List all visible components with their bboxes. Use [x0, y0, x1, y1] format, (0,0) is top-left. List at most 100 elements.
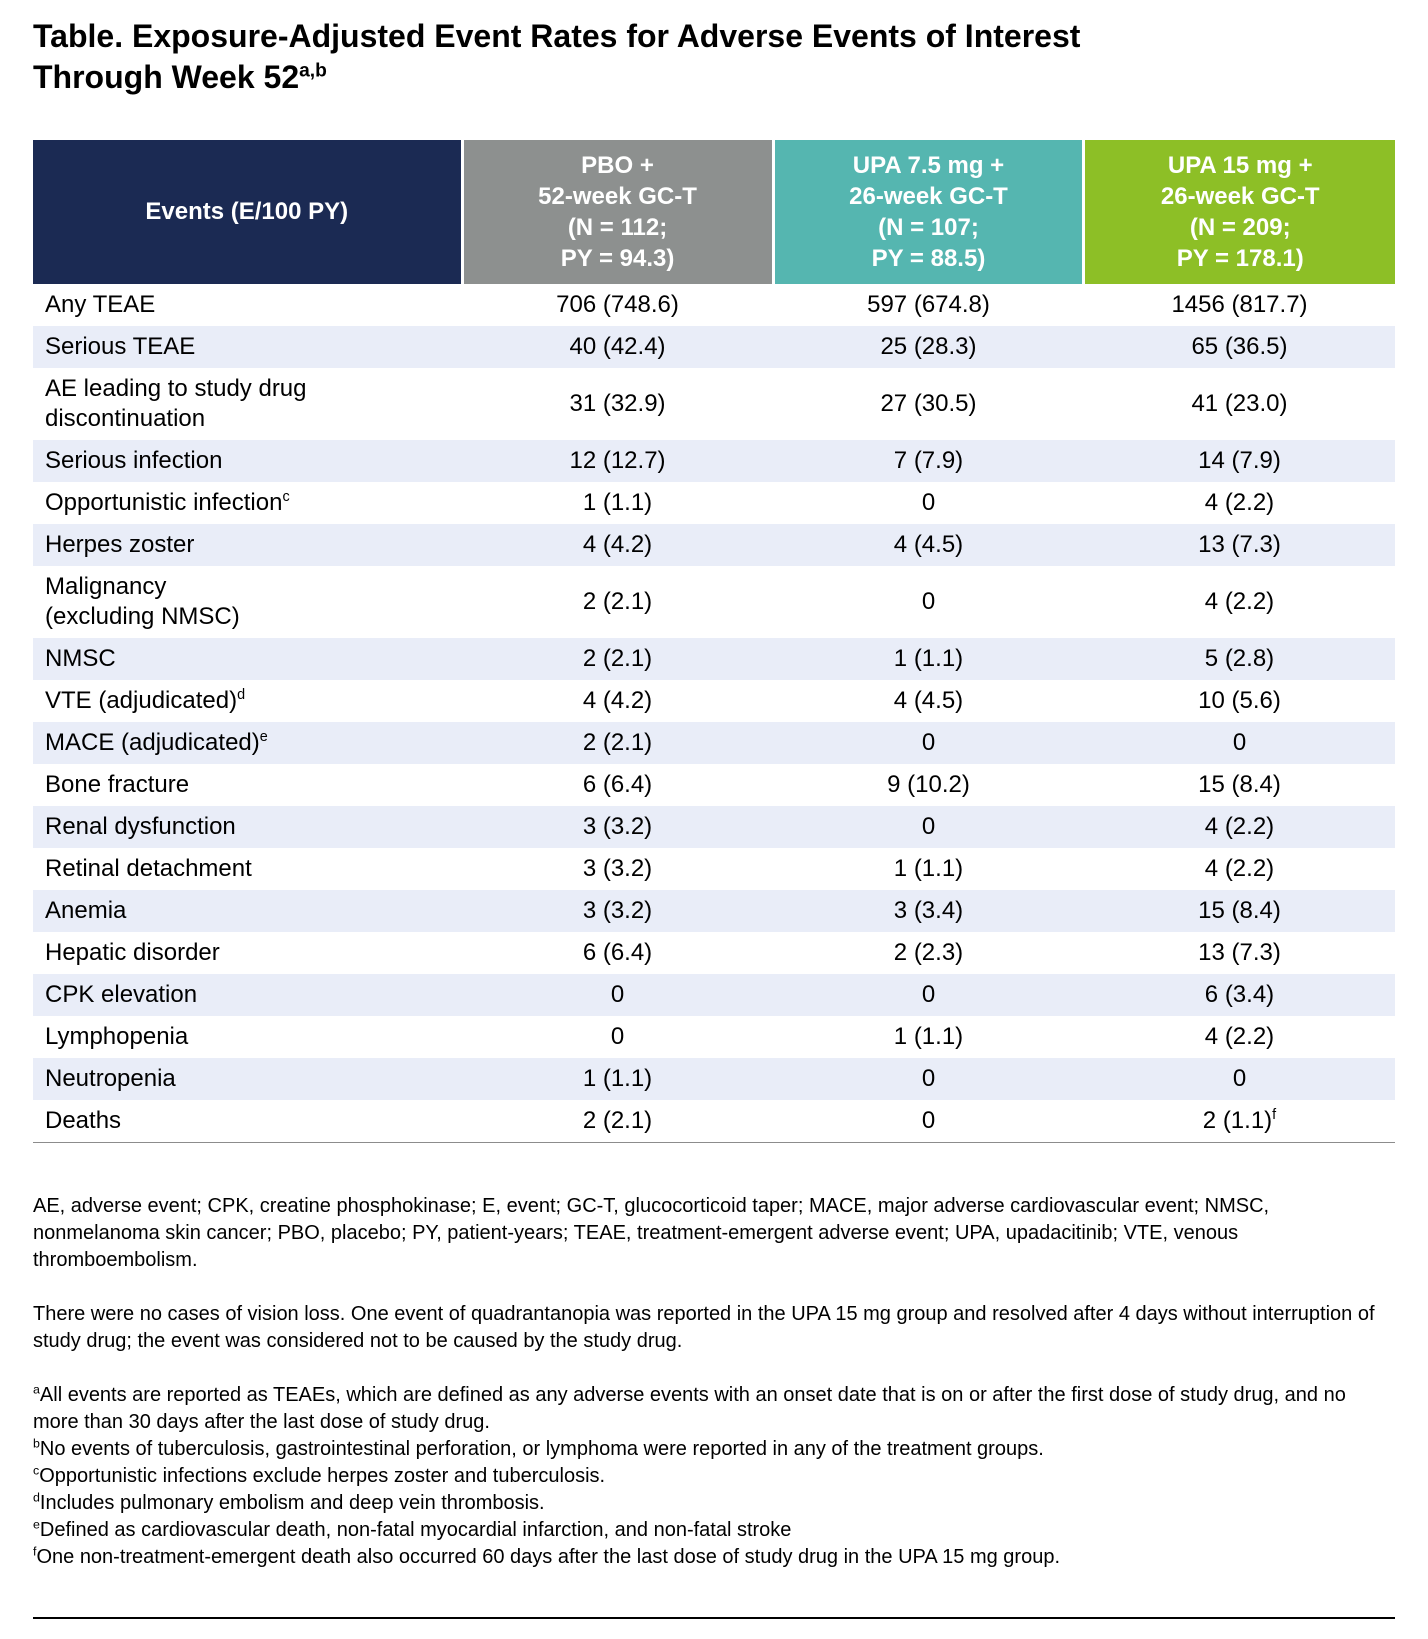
- column-header-upa-7-5mg: UPA 7.5 mg + 26-week GC-T (N = 107; PY =…: [771, 139, 1084, 284]
- event-name-cell: Opportunistic infectionc: [45, 488, 290, 516]
- table-row: VTE (adjudicated)d 4 (4.2) 4 (4.5) 10 (5.6): [33, 680, 1395, 722]
- event-value-cell: 6 (6.4): [582, 770, 653, 798]
- table-row: Opportunistic infectionc 1 (1.1) 0 4 (2.2): [33, 482, 1395, 524]
- event-value-cell: 12 (12.7): [569, 446, 666, 474]
- table-row: Malignancy (excluding NMSC) 2 (2.1) 0 4 (2.…: [33, 566, 1395, 638]
- footnote: bNo events of tuberculosis, gastrointest…: [33, 1436, 1044, 1460]
- footnote-marker: b: [33, 1436, 40, 1451]
- footnote: eDefined as cardiovascular death, non-fa…: [33, 1517, 792, 1541]
- event-name-cell: CPK elevation: [45, 980, 198, 1008]
- event-value-cell: 2 (2.3): [893, 938, 964, 966]
- event-value-cell: 0: [921, 587, 936, 615]
- event-name-cell: VTE (adjudicated)d: [45, 686, 246, 714]
- event-footnote-marker: d: [237, 686, 246, 703]
- event-value-cell: 4 (4.5): [893, 530, 964, 558]
- table-row: Serious infection 12 (12.7) 7 (7.9) 14 (7.9…: [33, 439, 1395, 482]
- column-header-events: Events (E/100 PY): [33, 139, 463, 284]
- event-value-cell: 1 (1.1): [893, 644, 964, 672]
- footnote: fOne non-treatment-emergent death also o…: [33, 1544, 1061, 1568]
- event-name-cell: AE leading to study drug discontinuation: [45, 374, 307, 432]
- event-value-cell: 4 (2.2): [1204, 488, 1275, 516]
- header-row: Events (E/100 PY) PBO + 52-week GC-T (N …: [33, 139, 1395, 284]
- table-title: Table. Exposure-Adjusted Event Rates for…: [33, 16, 1395, 98]
- event-value-cell: 0: [921, 1064, 936, 1092]
- column-header-upa-15mg: UPA 15 mg + 26-week GC-T (N = 209; PY = …: [1082, 139, 1395, 284]
- table-row: Bone fracture 6 (6.4) 9 (10.2) 15 (8.4): [33, 764, 1395, 806]
- event-value-cell: 27 (30.5): [880, 389, 977, 417]
- event-value-cell: 2 (2.1): [582, 587, 653, 615]
- event-name-cell: Retinal detachment: [45, 854, 252, 882]
- event-value-cell: 41 (23.0): [1191, 389, 1288, 417]
- event-value-cell: 3 (3.2): [582, 812, 653, 840]
- column-header-pbo: PBO + 52-week GC-T (N = 112; PY = 94.3): [460, 139, 773, 284]
- event-value-cell: 10 (5.6): [1198, 686, 1281, 714]
- event-name-cell: Renal dysfunction: [45, 812, 236, 840]
- event-name-cell: Serious TEAE: [45, 332, 196, 360]
- event-value-cell: 3 (3.4): [893, 896, 964, 924]
- event-name-cell: Bone fracture: [45, 770, 190, 798]
- title-superscript: a,b: [299, 60, 327, 82]
- event-value-cell: 7 (7.9): [893, 446, 964, 474]
- event-value-cell: 1 (1.1): [893, 1022, 964, 1050]
- event-value-cell: 31 (32.9): [569, 389, 666, 417]
- event-value-cell: 4 (4.2): [582, 686, 653, 714]
- event-value-cell: 0: [921, 728, 936, 756]
- abbreviations-note: AE, adverse event; CPK, creatine phospho…: [33, 1194, 1270, 1271]
- event-name-cell: Neutropenia: [45, 1064, 176, 1092]
- event-value-cell: 14 (7.9): [1198, 446, 1281, 474]
- event-value-cell: 9 (10.2): [887, 770, 970, 798]
- event-value-cell: 0: [1232, 1064, 1247, 1092]
- footnote-marker: e: [33, 1517, 40, 1532]
- event-name-cell: MACE (adjudicated)e: [45, 728, 268, 756]
- event-name-cell: Deaths: [33, 1099, 463, 1143]
- event-value-cell: 40 (42.4): [569, 332, 666, 360]
- event-value-cell: 4 (2.2): [1204, 812, 1275, 840]
- event-value-cell: 3 (3.2): [582, 854, 653, 882]
- event-value-cell: 3 (3.2): [582, 896, 653, 924]
- event-value-cell: 0: [1232, 728, 1247, 756]
- notes-section: AE, adverse event; CPK, creatine phospho…: [33, 1193, 1395, 1571]
- table-row: Hepatic disorder 6 (6.4) 2 (2.3) 13 (7.3): [33, 932, 1395, 974]
- table-row: Neutropenia 1 (1.1) 0 0: [33, 1057, 1395, 1100]
- event-value-cell: 4 (4.5): [893, 686, 964, 714]
- event-name-cell: Malignancy (excluding NMSC): [45, 572, 240, 630]
- event-value-cell: 15 (8.4): [1198, 896, 1281, 924]
- table-row: Renal dysfunction 3 (3.2) 0 4 (2.2): [33, 805, 1395, 848]
- event-name-cell: Hepatic disorder: [45, 938, 220, 966]
- table-row: Herpes zoster 4 (4.2) 4 (4.5) 13 (7.3): [33, 523, 1395, 566]
- event-value-cell: 706 (748.6): [556, 290, 679, 318]
- event-value-cell: 13 (7.3): [1198, 530, 1281, 558]
- table-row: Retinal detachment 3 (3.2) 1 (1.1) 4 (2.2): [33, 848, 1395, 890]
- footnote: aAll events are reported as TEAEs, which…: [33, 1382, 1346, 1433]
- table-row: Deaths 2 (2.1) 0 2 (1.1)f: [33, 1099, 1395, 1143]
- event-value-cell: 1 (1.1): [582, 1064, 653, 1092]
- table-row: MACE (adjudicated)e 2 (2.1) 0 0: [33, 721, 1395, 764]
- event-value-cell: 2 (2.1): [462, 1099, 773, 1143]
- event-name-cell: Anemia: [45, 896, 127, 924]
- value-footnote-marker: f: [1272, 1106, 1277, 1123]
- footnotes-list: aAll events are reported as TEAEs, which…: [33, 1382, 1395, 1571]
- event-value-cell: 4 (2.2): [1204, 854, 1275, 882]
- event-value-cell: 0: [921, 980, 936, 1008]
- event-value-cell: 2 (2.1): [582, 728, 653, 756]
- vision-loss-note: There were no cases of vision loss. One …: [33, 1302, 1375, 1352]
- event-value-cell: 0: [921, 812, 936, 840]
- event-value-cell: 6 (6.4): [582, 938, 653, 966]
- event-value-cell: 4 (2.2): [1204, 1022, 1275, 1050]
- event-footnote-marker: c: [282, 488, 290, 505]
- event-footnote-marker: e: [259, 728, 268, 745]
- event-value-cell: 4 (2.2): [1204, 587, 1275, 615]
- event-value-cell: 65 (36.5): [1191, 332, 1288, 360]
- event-name-cell: Serious infection: [45, 446, 223, 474]
- event-value-cell: 1 (1.1): [893, 854, 964, 882]
- events-table: Events (E/100 PY) PBO + 52-week GC-T (N …: [33, 139, 1395, 1143]
- event-value-cell: 2 (2.1): [582, 644, 653, 672]
- table-row: NMSC 2 (2.1) 1 (1.1) 5 (2.8): [33, 637, 1395, 680]
- table-row: Lymphopenia 0 1 (1.1) 4 (2.2): [33, 1016, 1395, 1058]
- event-name-cell: Any TEAE: [45, 290, 156, 318]
- bottom-divider: [33, 1616, 1395, 1619]
- footnote-marker: a: [33, 1382, 40, 1397]
- table-row: AE leading to study drug discontinuation…: [33, 368, 1395, 440]
- event-value-cell: 0: [773, 1099, 1084, 1143]
- event-value-cell: 2 (1.1)f: [1083, 1099, 1395, 1143]
